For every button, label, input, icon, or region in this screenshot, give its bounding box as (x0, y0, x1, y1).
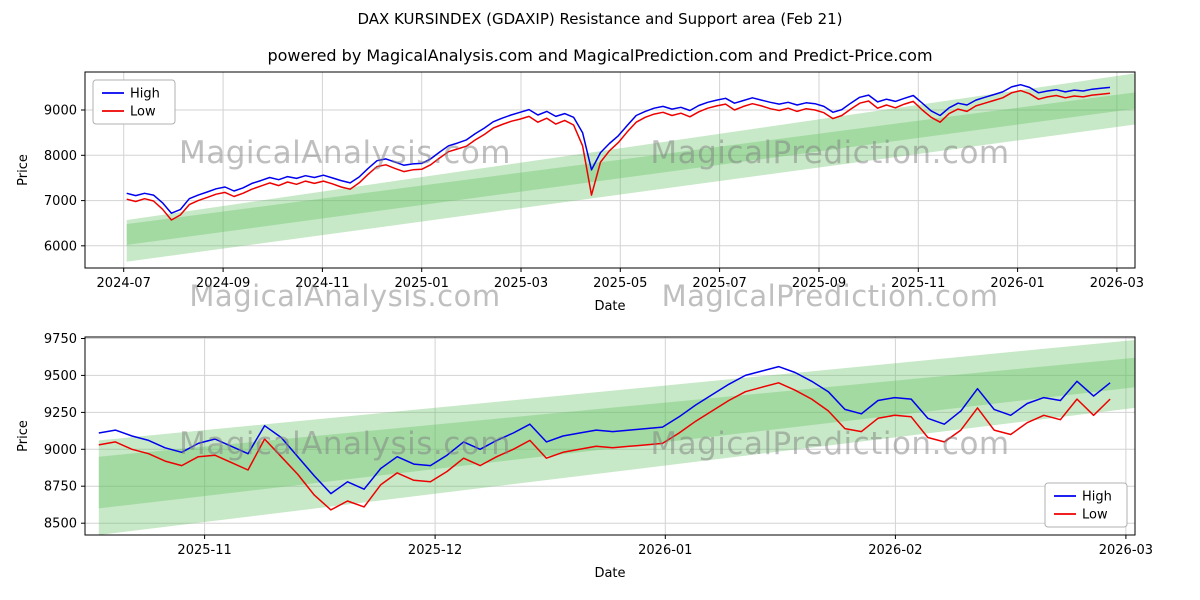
x-tick-label: 2025-05 (593, 276, 647, 291)
x-tick-label: 2025-11 (177, 543, 231, 558)
legend: High Low (92, 79, 176, 125)
low-line (126, 89, 1111, 221)
top-chart: 2024-07 2024-09 2024-11 2025-01 2025-03 2025-… (16, 71, 1144, 314)
x-tick-label: 2026-02 (868, 543, 922, 558)
y-tick-label: 8500 (44, 517, 77, 532)
x-tick-label: 2025-03 (494, 276, 548, 291)
y-tick-label: 9250 (44, 406, 77, 421)
x-tick-label: 2025-01 (395, 276, 449, 291)
y-tick-label: 9000 (44, 104, 77, 119)
x-tick-label: 2026-03 (1099, 543, 1153, 558)
x-axis-label: Date (594, 566, 625, 581)
y-tick-label: 8000 (44, 149, 77, 164)
legend-label: Low (130, 105, 156, 120)
high-line (126, 83, 1111, 214)
y-axis-label: Price (16, 154, 31, 186)
x-tick-label: 2026-01 (990, 276, 1044, 291)
x-tick-label: 2024-07 (97, 276, 151, 291)
x-tick-label: 2025-11 (891, 276, 945, 291)
resistance-band (126, 73, 1135, 245)
figure-subtitle: powered by MagicalAnalysis.com and Magic… (267, 46, 933, 65)
y-axis-label: Price (16, 420, 31, 452)
legend-label: High (1082, 490, 1112, 505)
high-line (98, 365, 1111, 495)
x-tick-label: 2026-03 (1090, 276, 1144, 291)
plot-border (84, 71, 1136, 269)
x-axis-label: Date (594, 299, 625, 314)
y-tick-label: 7000 (44, 194, 77, 209)
x-tick-label: 2024-09 (196, 276, 250, 291)
x-tick-label: 2025-07 (692, 276, 746, 291)
low-line (98, 382, 1111, 511)
y-tick-label: 9000 (44, 443, 77, 458)
y-tick-label: 9500 (44, 369, 77, 384)
x-tick-label: 2025-12 (408, 543, 462, 558)
support-band (126, 92, 1135, 262)
x-tick-label: 2024-11 (295, 276, 349, 291)
y-tick-label: 6000 (44, 239, 77, 254)
figure-title: DAX KURSINDEX (GDAXIP) Resistance and Su… (357, 10, 843, 28)
y-tick-label: 8750 (44, 480, 77, 495)
plot-border (84, 336, 1136, 536)
x-tick-label: 2025-09 (792, 276, 846, 291)
legend-label: High (130, 87, 160, 102)
legend-label: Low (1082, 508, 1108, 523)
y-tick-label: 9750 (44, 332, 77, 347)
bottom-chart: 2025-11 2025-12 2026-01 2026-02 2026-03 8500 8… (16, 332, 1153, 581)
x-tick-label: 2026-01 (638, 543, 692, 558)
resistance-band (98, 340, 1135, 509)
legend: High Low (1044, 482, 1128, 528)
